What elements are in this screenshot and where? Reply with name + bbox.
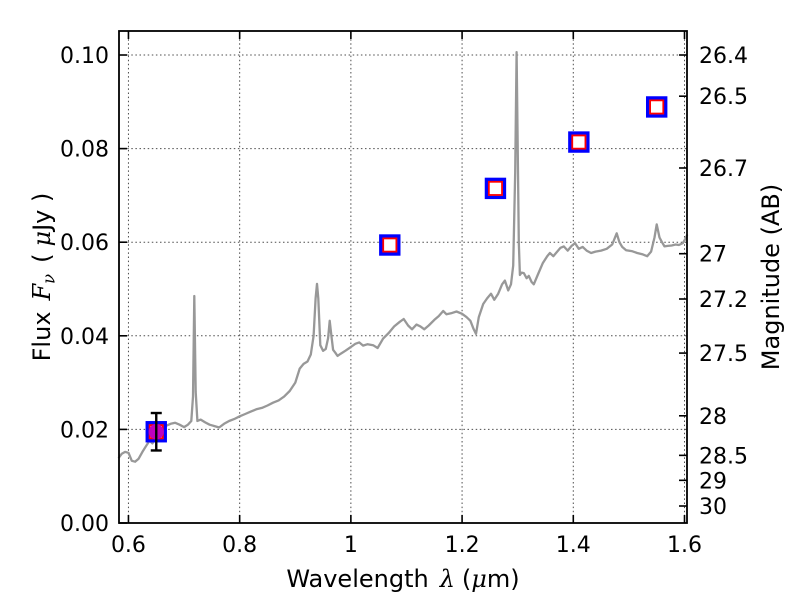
flux-unit-open: ( bbox=[28, 253, 57, 263]
flux-tick-label: 0.06 bbox=[60, 231, 109, 256]
flux-tick-label: 0.02 bbox=[60, 418, 109, 443]
x-tick-label: 0.8 bbox=[222, 533, 257, 558]
x-tick-label: 0.6 bbox=[111, 533, 146, 558]
lambda-symbol: λ bbox=[439, 565, 455, 593]
flux-tick-label: 0.00 bbox=[60, 512, 109, 537]
magnitude-tick-label: 28.5 bbox=[699, 444, 748, 469]
flux-symbol: F bbox=[28, 283, 57, 301]
photometry-square-outer bbox=[379, 234, 401, 256]
mu-symbol-flux: μ bbox=[28, 230, 57, 247]
magnitude-tick-label: 26.5 bbox=[699, 85, 748, 110]
photometry-square-inner bbox=[649, 99, 665, 115]
right-axis-title: Magnitude (AB) bbox=[757, 183, 785, 371]
x-tick-label: 1 bbox=[344, 533, 358, 558]
x-axis-title-word: Wavelength bbox=[286, 565, 429, 593]
x-axis-title: Wavelength λ (μm) bbox=[119, 567, 687, 591]
magnitude-tick-label: 26.4 bbox=[699, 44, 748, 69]
magnitude-tick-label: 27 bbox=[699, 243, 727, 268]
plot-frame bbox=[118, 30, 688, 524]
x-tick-label: 1.4 bbox=[556, 533, 591, 558]
magnitude-tick-label: 27.2 bbox=[699, 288, 748, 313]
spectrum-line bbox=[117, 51, 689, 463]
photometry-square-inner bbox=[382, 237, 398, 253]
flux-tick-label: 0.08 bbox=[60, 138, 109, 163]
magnitude-tick-label: 28 bbox=[699, 405, 727, 430]
photometry-square-outer bbox=[645, 96, 668, 118]
magnitude-tick-label: 27.5 bbox=[699, 342, 748, 367]
photometry-square-inner bbox=[487, 180, 503, 196]
flux-symbol-sub: ν bbox=[39, 273, 59, 284]
x-tick-label: 1.2 bbox=[445, 533, 480, 558]
flux-tick-label: 0.04 bbox=[60, 325, 109, 350]
magnitude-tick-label: 26.7 bbox=[699, 157, 748, 182]
flux-tick-label: 0.10 bbox=[60, 44, 109, 69]
photometry-square-inner bbox=[571, 134, 587, 150]
flux-word: Flux bbox=[28, 311, 57, 362]
photometry-square-outer bbox=[484, 177, 507, 200]
flux-unit-close: Jy ) bbox=[28, 192, 57, 231]
magnitude-tick-label: 30 bbox=[699, 495, 727, 520]
x-axis-unit-close: m) bbox=[486, 565, 520, 593]
left-axis-title: Flux Fν ( μJy ) bbox=[28, 192, 59, 362]
mu-symbol-x: μ bbox=[471, 565, 487, 593]
photometry-square-outer bbox=[568, 131, 590, 153]
x-axis-unit-open: ( bbox=[461, 565, 472, 593]
x-tick-label: 1.6 bbox=[667, 533, 702, 558]
magnitude-tick-label: 29 bbox=[699, 469, 727, 494]
